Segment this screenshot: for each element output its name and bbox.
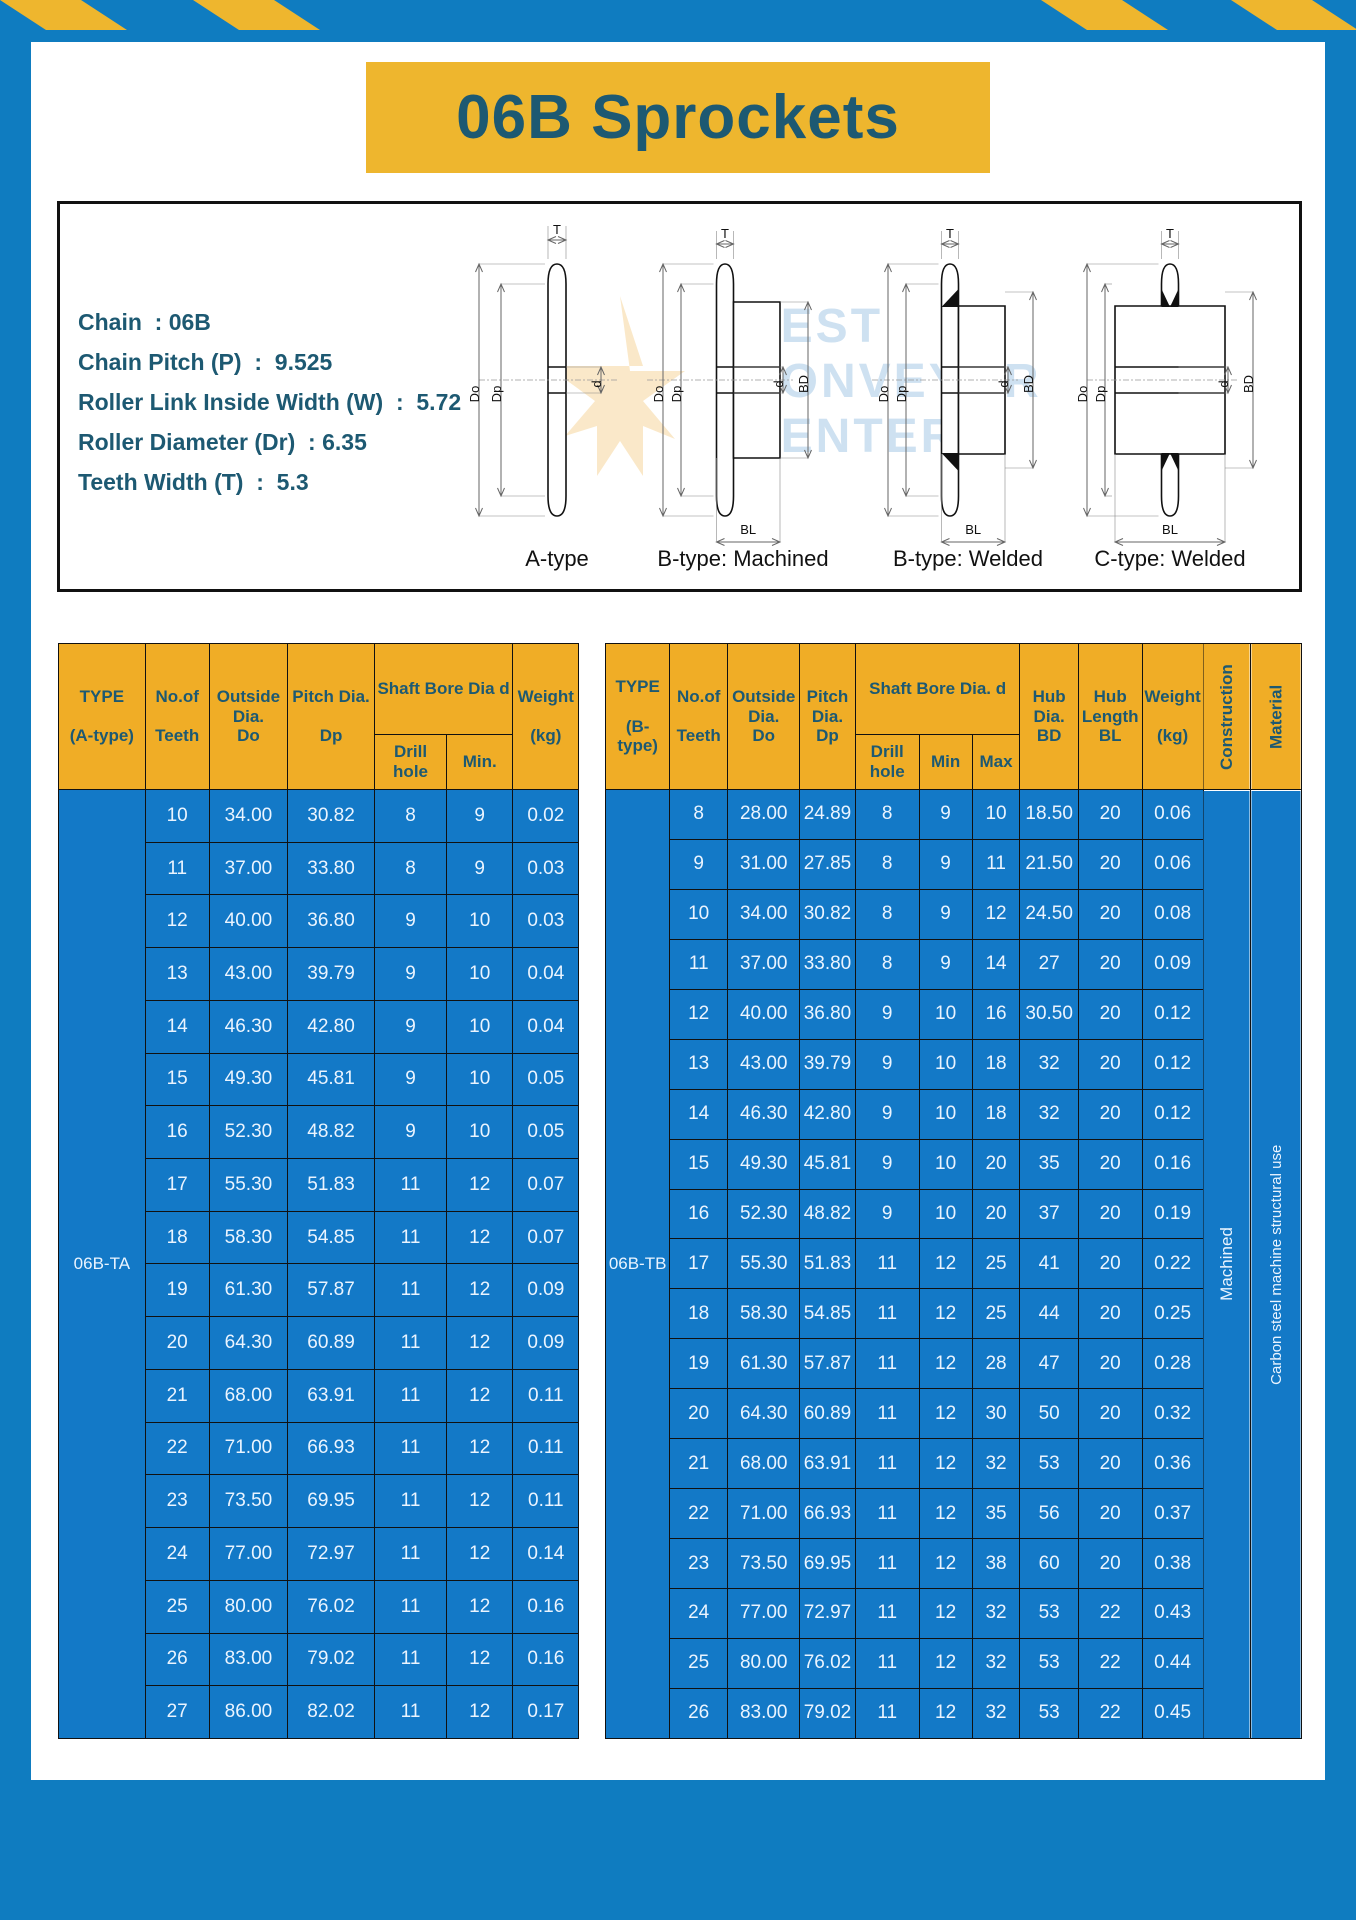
svg-text:Do: Do [651, 386, 666, 403]
svg-text:BL: BL [1162, 522, 1178, 537]
svg-text:BL: BL [965, 522, 981, 537]
svg-text:Do: Do [876, 386, 891, 403]
svg-text:A-type: A-type [525, 546, 589, 571]
svg-text:Do: Do [1075, 386, 1090, 403]
svg-text:d: d [996, 380, 1011, 387]
svg-text:d: d [589, 380, 604, 387]
svg-text:T: T [946, 226, 954, 241]
svg-text:T: T [721, 226, 729, 241]
svg-text:BD: BD [1241, 375, 1256, 393]
svg-text:T: T [553, 222, 561, 237]
svg-text:B-type: Welded: B-type: Welded [893, 546, 1043, 571]
svg-text:d: d [771, 380, 786, 387]
svg-text:Do: Do [467, 386, 482, 403]
svg-text:B-type: Machined: B-type: Machined [657, 546, 828, 571]
svg-text:T: T [1166, 226, 1174, 241]
svg-text:Dp: Dp [489, 386, 504, 403]
svg-text:BL: BL [740, 522, 756, 537]
svg-text:BD: BD [1021, 375, 1036, 393]
svg-text:BD: BD [796, 375, 811, 393]
svg-text:d: d [1216, 380, 1231, 387]
svg-text:Dp: Dp [894, 386, 909, 403]
svg-text:Dp: Dp [669, 386, 684, 403]
svg-text:Dp: Dp [1093, 386, 1108, 403]
svg-text:C-type: Welded: C-type: Welded [1094, 546, 1245, 571]
